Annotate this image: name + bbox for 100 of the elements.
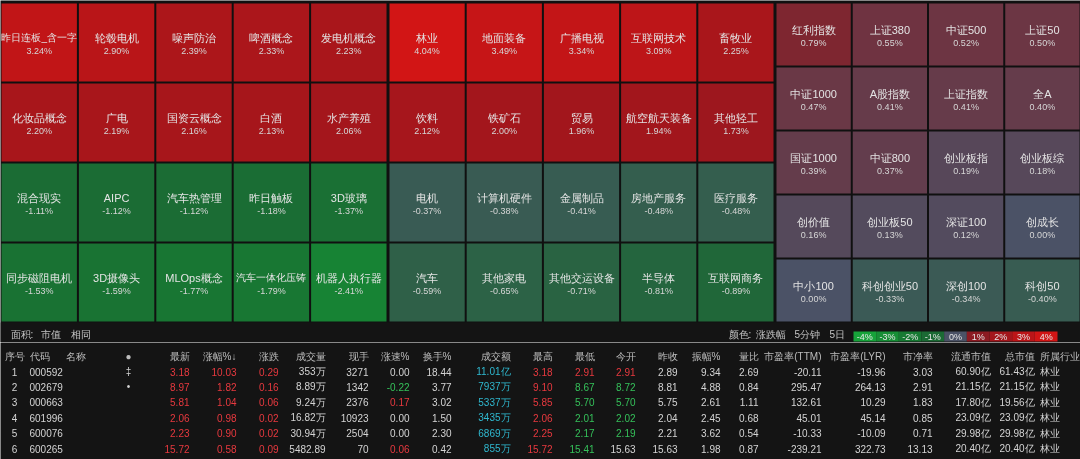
data-label: -0.41% (567, 205, 596, 216)
data-label: 1.11 (739, 397, 759, 409)
category-label: A股指数 (869, 87, 911, 100)
category-label: 其他交运设备 (548, 271, 615, 284)
data-label: 0.00 (390, 366, 410, 378)
data-label: 0.16 (259, 381, 279, 393)
data-label: 1342 (346, 381, 369, 393)
category-label: 同步磁阻电机 (6, 271, 73, 284)
data-label: 2.00% (491, 125, 518, 136)
data-label: -2% (902, 331, 919, 342)
x-tick-label: 所属行业 (1039, 351, 1080, 362)
data-label: 4.04% (414, 45, 440, 56)
data-label: 9.24万 (296, 396, 326, 408)
data-label: 3.49% (491, 45, 518, 56)
category-label: 中小100 (793, 279, 834, 292)
x-tick-label: 成交量 (295, 351, 326, 362)
category-label: 航空航天装备 (625, 111, 692, 124)
data-label: 9.34 (701, 366, 721, 378)
data-label: -1.37% (334, 205, 364, 216)
data-label: 2.91 (616, 366, 636, 378)
x-tick-label: 振幅% (691, 351, 721, 362)
data-label: 1.94% (645, 125, 672, 136)
data-label: -1.12% (102, 205, 131, 216)
data-label: 2.89 (658, 366, 678, 378)
category-label: 深证100 (945, 215, 987, 228)
data-label: 2.19 (616, 428, 636, 440)
data-label: 2.39% (181, 45, 207, 56)
data-label: 0.29 (259, 366, 279, 378)
text: 颜色: (728, 329, 752, 340)
x-tick-label: 流通市值 (950, 351, 991, 362)
data-label: 6869万 (478, 427, 511, 439)
data-label: -239.21 (787, 443, 822, 455)
data-label: 2.01 (575, 412, 595, 424)
data-label: 0.12% (953, 229, 979, 240)
category-label: MLOps概念 (165, 271, 223, 284)
category-label: 化妆品概念 (11, 111, 67, 124)
data-label: 2% (994, 331, 1008, 342)
data-label: 5.85 (533, 397, 553, 409)
data-label: 1.82 (217, 381, 237, 393)
category-label: 其他家电 (482, 271, 527, 284)
data-label: 61.43亿 (999, 366, 1035, 377)
text: 林业 (1039, 412, 1060, 424)
data-label: 0.68 (739, 412, 759, 424)
text: 600076 (29, 428, 63, 440)
category-label: 林业 (415, 31, 439, 44)
x-tick-label: 涨幅%↓ (202, 351, 237, 362)
category-label: 发电机概念 (321, 31, 377, 44)
data-label: 1.96% (568, 125, 595, 136)
data-label: 2.33% (258, 45, 285, 56)
data-label: 2.02 (616, 412, 636, 424)
data-label: 16.82万 (290, 412, 326, 424)
data-label: 0.42 (432, 443, 452, 455)
data-label: 0.02 (259, 428, 279, 440)
data-label: -0.48% (721, 205, 751, 216)
category-label: 广电 (105, 111, 128, 124)
data-label: -0.71% (567, 285, 596, 296)
data-label: 11.01亿 (476, 366, 511, 377)
category-label: 创业板综 (1020, 151, 1065, 164)
category-label: 汽车热管理 (166, 191, 222, 204)
y-tick-label: 2 (11, 381, 18, 393)
data-label: 45.14 (860, 412, 886, 424)
category-label: 电机 (416, 191, 439, 204)
category-label: 昨日触板 (249, 191, 294, 204)
x-tick-label: 量比 (738, 351, 759, 362)
data-label: 0.13% (877, 229, 903, 240)
data-label: 2376 (346, 397, 369, 409)
data-label: 1.50 (432, 412, 452, 424)
x-tick-label: 总市值 (1003, 351, 1035, 362)
data-label: 15.63 (652, 443, 678, 455)
data-label: 4% (1039, 331, 1053, 342)
text: ‡ (125, 366, 132, 377)
data-label: 15.72 (164, 443, 190, 455)
data-label: 15.63 (610, 443, 636, 455)
x-tick-label: 现手 (348, 351, 369, 362)
data-label: 21.15亿 (999, 381, 1035, 393)
data-label: 8.97 (170, 381, 190, 393)
data-label: 8.67 (575, 381, 595, 393)
x-tick-label: 市净率 (902, 351, 933, 362)
category-label: 中证800 (869, 151, 911, 164)
data-label: 0.19% (953, 165, 979, 176)
category-label: 地面装备 (481, 31, 527, 44)
category-label: 互联网技术 (631, 31, 687, 44)
data-label: 2.21 (658, 428, 678, 440)
data-label: -1.77% (179, 285, 209, 296)
category-label: 创价值 (797, 215, 831, 228)
text: 涨跌幅 (755, 329, 786, 340)
text: 5日 (829, 329, 846, 340)
data-label: 0.41% (877, 101, 903, 112)
category-label: 昨日连板_含一字 (1, 32, 77, 43)
data-label: 29.98亿 (955, 427, 991, 439)
data-label: 45.01 (796, 412, 822, 424)
category-label: 上证指数 (944, 87, 989, 100)
data-label: 13.13 (907, 443, 933, 455)
category-label: 水产养殖 (326, 111, 371, 124)
category-label: 红利指数 (791, 23, 836, 36)
category-label: 啤酒概念 (249, 31, 294, 44)
x-tick-label: 涨跌 (258, 351, 279, 362)
data-label: 23.09亿 (999, 412, 1035, 424)
x-tick-label: 最新 (169, 351, 190, 362)
data-label: 2.61 (701, 397, 721, 409)
